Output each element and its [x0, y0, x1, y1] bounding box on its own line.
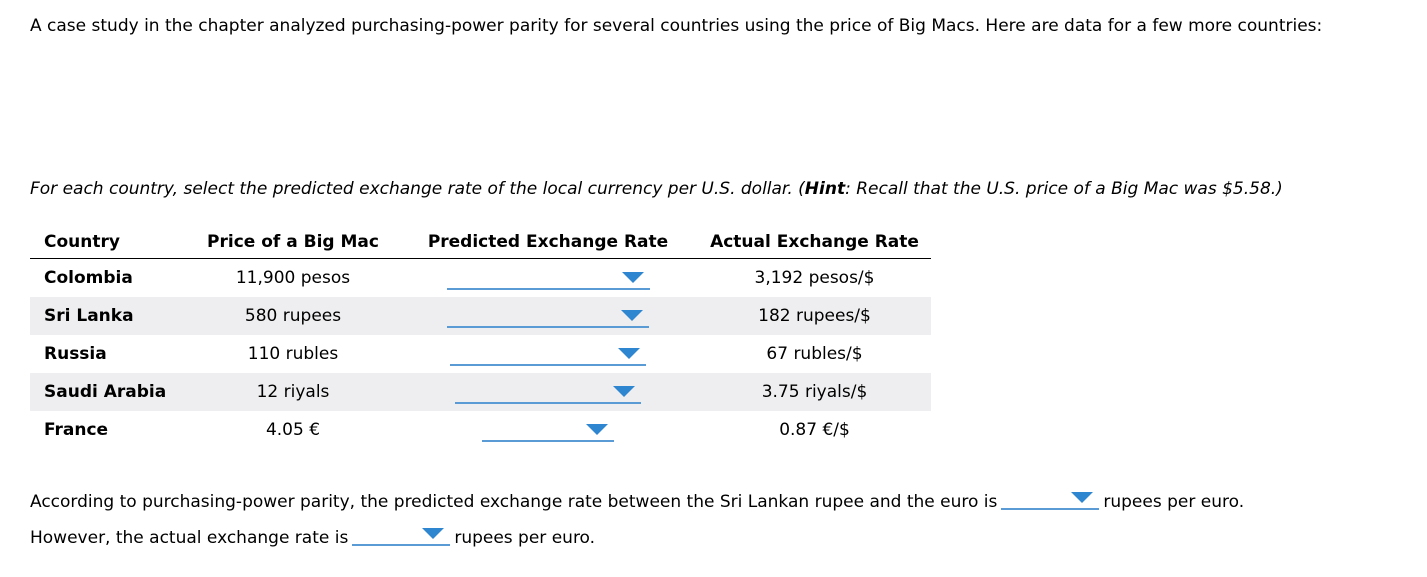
price-cell: 11,900 pesos — [235, 268, 351, 288]
chevron-down-icon — [621, 310, 643, 321]
price-cell: 12 riyals — [188, 373, 398, 411]
predicted-cell — [398, 259, 698, 298]
country-cell: France — [44, 420, 109, 440]
sentence1-before: According to purchasing-power parity, th… — [30, 492, 998, 512]
country-cell: Russia — [44, 344, 107, 364]
table-row: Colombia 11,900 pesos 3,192 pesos/$ — [30, 259, 931, 298]
predicted-cell — [398, 297, 698, 335]
country-cell: Saudi Arabia — [30, 373, 188, 411]
actual-cell: 3.75 riyals/$ — [698, 373, 931, 411]
table-row: Russia 110 rubles 67 rubles/$ — [30, 335, 931, 373]
actual-rate-sentence: However, the actual exchange rate is rupe… — [30, 526, 595, 550]
table-row: France 4.05 € 0.87 €/$ — [30, 411, 931, 449]
actual-cell: 182 rupees/$ — [698, 297, 931, 335]
column-header-country: Country — [30, 226, 188, 259]
predicted-rate-dropdown-france[interactable] — [482, 418, 614, 442]
country-cell: Colombia — [44, 268, 133, 288]
chevron-down-icon — [621, 272, 644, 283]
column-header-predicted: Predicted Exchange Rate — [398, 226, 698, 259]
sentence2-after: rupees per euro. — [454, 528, 596, 548]
table-row: Saudi Arabia 12 riyals 3.75 riyals/$ — [30, 373, 931, 411]
actual-cell: 67 rubles/$ — [766, 344, 863, 364]
chevron-down-icon — [618, 348, 640, 359]
chevron-down-icon — [586, 424, 608, 435]
sentence2-before: However, the actual exchange rate is — [30, 528, 349, 548]
sentence1-after: rupees per euro. — [1103, 492, 1245, 512]
hint-label: Hint — [804, 179, 846, 199]
instructions-part2: : Recall that the U.S. price of a Big Ma… — [845, 179, 1283, 199]
big-mac-table: Country Price of a Big Mac Predicted Exc… — [30, 226, 931, 449]
price-cell: 580 rupees — [188, 297, 398, 335]
actual-rupee-euro-dropdown[interactable] — [352, 522, 451, 546]
actual-cell: 0.87 €/$ — [779, 420, 850, 440]
predicted-rate-dropdown-saudi-arabia[interactable] — [455, 380, 641, 404]
country-cell: Sri Lanka — [30, 297, 188, 335]
predicted-rate-dropdown-russia[interactable] — [450, 342, 646, 366]
chevron-down-icon — [1071, 492, 1094, 503]
column-header-price: Price of a Big Mac — [188, 226, 398, 259]
predicted-rate-dropdown-colombia[interactable] — [446, 266, 650, 290]
predicted-cell — [398, 411, 698, 449]
predicted-cell — [398, 335, 698, 373]
instructions-part1: For each country, select the predicted e… — [30, 179, 805, 199]
price-cell: 110 rubles — [247, 344, 339, 364]
table-row: Sri Lanka 580 rupees 182 rupees/$ — [30, 297, 931, 335]
intro-text: A case study in the chapter analyzed pur… — [30, 16, 1323, 36]
actual-cell: 3,192 pesos/$ — [754, 268, 875, 288]
chevron-down-icon — [422, 528, 445, 539]
instructions-text: For each country, select the predicted e… — [30, 179, 1283, 199]
column-header-actual: Actual Exchange Rate — [698, 226, 931, 259]
table-header-row: Country Price of a Big Mac Predicted Exc… — [30, 226, 931, 259]
ppp-question-sentence: According to purchasing-power parity, th… — [30, 490, 1244, 514]
predicted-cell — [398, 373, 698, 411]
price-cell: 4.05 € — [265, 420, 321, 440]
chevron-down-icon — [613, 386, 635, 397]
predicted-rate-dropdown-sri-lanka[interactable] — [447, 304, 649, 328]
ppp-rupee-euro-dropdown[interactable] — [1001, 486, 1100, 510]
